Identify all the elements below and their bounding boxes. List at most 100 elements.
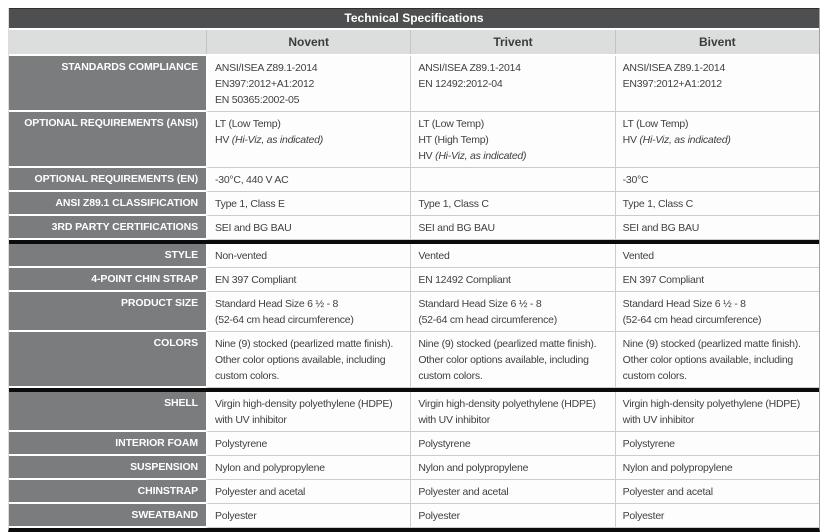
spec-cell-bivent: LT (Low Temp) HV (Hi-Viz, as indicated) — [614, 112, 819, 168]
spec-line: LT (Low Temp) — [418, 118, 484, 130]
spec-cell-novent: SEI and BG BAU — [206, 216, 411, 240]
row-label: OPTIONAL REQUIREMENTS (EN) — [9, 168, 206, 192]
spec-cell-trivent: Polystyrene — [410, 432, 615, 456]
spec-cell-novent: EN 397 Compliant — [206, 268, 411, 292]
spec-line: Standard Head Size 6 ½ - 8 — [622, 298, 746, 310]
spec-cell-bivent: Nylon and polypropylene — [614, 456, 819, 480]
spec-line: Polyester and acetal — [418, 486, 509, 498]
spec-cell-trivent: Nylon and polypropylene — [410, 456, 615, 480]
spec-row: ANSI Z89.1 CLASSIFICATION Type 1, Class E… — [9, 192, 819, 216]
technical-specifications-table: Technical Specifications Novent Trivent … — [8, 8, 820, 532]
spec-cell-novent: Standard Head Size 6 ½ - 8 (52-64 cm head… — [206, 292, 411, 332]
spec-line: HV (Hi-Viz, as indicated) — [418, 150, 527, 162]
spec-line: Nylon and polypropylene — [215, 462, 325, 474]
spec-line: Polyester — [622, 510, 665, 522]
spec-row: 4-POINT CHIN STRAP EN 397 Compliant EN 124… — [9, 268, 819, 292]
spec-line: SEI and BG BAU — [215, 222, 292, 234]
spec-line: Nine (9) stocked (pearlized matte finish… — [215, 338, 393, 382]
spec-line: EN397:2012+A1:2012 — [215, 78, 315, 90]
spec-line: EN 397 Compliant — [622, 274, 704, 286]
spec-cell-novent: Polystyrene — [206, 432, 411, 456]
spec-cell-novent: Polyester — [206, 504, 411, 528]
corner-header-cell — [9, 30, 206, 54]
spec-row: OPTIONAL REQUIREMENTS (EN) -30°C, 440 V A… — [9, 168, 819, 192]
spec-cell-trivent: Nine (9) stocked (pearlized matte finish… — [410, 332, 615, 388]
row-label: COLORS — [9, 332, 206, 388]
spec-row: 3RD PARTY CERTIFICATIONS SEI and BG BAU SE… — [9, 216, 819, 240]
spec-line: (52-64 cm head circumference) — [215, 314, 354, 326]
spec-cell-bivent: EN 397 Compliant — [614, 268, 819, 292]
spec-row: SUSPENSION Nylon and polypropylene Nylon a… — [9, 456, 819, 480]
spec-row: CHINSTRAP Polyester and acetal Polyester a… — [9, 480, 819, 504]
row-label: 3RD PARTY CERTIFICATIONS — [9, 216, 206, 240]
spec-cell-bivent: Standard Head Size 6 ½ - 8 (52-64 cm head… — [614, 292, 819, 332]
row-label: CHINSTRAP — [9, 480, 206, 504]
spec-line: Nine (9) stocked (pearlized matte finish… — [418, 338, 597, 382]
spec-line: Polyester and acetal — [622, 486, 713, 498]
spec-cell-trivent: Vented — [410, 244, 615, 268]
spec-row: SWEATBAND Polyester Polyester Polyester — [9, 504, 819, 528]
spec-line: ANSI/ISEA Z89.1-2014 — [622, 62, 726, 74]
spec-cell-bivent: Polystyrene — [614, 432, 819, 456]
spec-line: Type 1, Class C — [418, 198, 489, 210]
table-title: Technical Specifications — [9, 8, 819, 28]
spec-line: Vented — [622, 250, 654, 262]
spec-cell-bivent: Vented — [614, 244, 819, 268]
table-body: STANDARDS COMPLIANCE ANSI/ISEA Z89.1-2014… — [9, 56, 819, 528]
spec-cell-trivent: Polyester — [410, 504, 615, 528]
spec-line: Type 1, Class E — [215, 198, 285, 210]
spec-line: Nine (9) stocked (pearlized matte finish… — [622, 338, 801, 382]
spec-line: Vented — [418, 250, 450, 262]
spec-cell-bivent: Polyester and acetal — [614, 480, 819, 504]
spec-line: ANSI/ISEA Z89.1-2014 — [418, 62, 521, 74]
spec-line: Virgin high-density polyethylene (HDPE) … — [622, 398, 801, 426]
row-label: SWEATBAND — [9, 504, 206, 528]
spec-line: (52-64 cm head circumference) — [418, 314, 557, 326]
row-label: SUSPENSION — [9, 456, 206, 480]
spec-line: EN 12492 Compliant — [418, 274, 511, 286]
spec-line: HT (High Temp) — [418, 134, 489, 146]
spec-line: (52-64 cm head circumference) — [622, 314, 762, 326]
spec-cell-trivent: Polyester and acetal — [410, 480, 615, 504]
spec-line: LT (Low Temp) — [215, 118, 281, 130]
spec-cell-novent: Non-vented — [206, 244, 411, 268]
row-label: PRODUCT SIZE — [9, 292, 206, 332]
spec-cell-bivent: Nine (9) stocked (pearlized matte finish… — [614, 332, 819, 388]
spec-cell-bivent: Polyester — [614, 504, 819, 528]
spec-cell-bivent: Type 1, Class C — [614, 192, 819, 216]
row-label: ANSI Z89.1 CLASSIFICATION — [9, 192, 206, 216]
spec-cell-novent: Type 1, Class E — [206, 192, 411, 216]
row-label: INTERIOR FOAM — [9, 432, 206, 456]
spec-line: Nylon and polypropylene — [418, 462, 529, 474]
spec-line: Polystyrene — [622, 438, 675, 450]
spec-line: Virgin high-density polyethylene (HDPE) … — [215, 398, 393, 426]
spec-row: SHELL Virgin high-density polyethylene (H… — [9, 388, 819, 432]
spec-line: Polystyrene — [215, 438, 268, 450]
spec-line: LT (Low Temp) — [622, 118, 689, 130]
spec-row: PRODUCT SIZE Standard Head Size 6 ½ - 8 (5… — [9, 292, 819, 332]
spec-line: Standard Head Size 6 ½ - 8 — [418, 298, 542, 310]
spec-cell-bivent: -30°C — [614, 168, 819, 192]
spec-line: Type 1, Class C — [622, 198, 694, 210]
spec-row: OPTIONAL REQUIREMENTS (ANSI) LT (Low Temp… — [9, 112, 819, 168]
spec-cell-trivent: Standard Head Size 6 ½ - 8 (52-64 cm head… — [410, 292, 615, 332]
column-header-trivent: Trivent — [410, 30, 614, 54]
spec-cell-novent: ANSI/ISEA Z89.1-2014 EN397:2012+A1:2012 EN… — [206, 56, 411, 112]
spec-line: -30°C — [622, 174, 649, 186]
spec-cell-novent: Virgin high-density polyethylene (HDPE) … — [206, 392, 411, 432]
row-label: OPTIONAL REQUIREMENTS (ANSI) — [9, 112, 206, 168]
spec-line: HV (Hi-Viz, as indicated) — [622, 134, 731, 146]
row-label: STANDARDS COMPLIANCE — [9, 56, 206, 112]
spec-line: HV (Hi-Viz, as indicated) — [215, 134, 323, 146]
spec-cell-trivent: SEI and BG BAU — [410, 216, 615, 240]
spec-line: Polyester and acetal — [215, 486, 306, 498]
spec-cell-trivent: EN 12492 Compliant — [410, 268, 615, 292]
spec-cell-novent: Nylon and polypropylene — [206, 456, 411, 480]
spec-row: COLORS Nine (9) stocked (pearlized matte … — [9, 332, 819, 388]
spec-line: Standard Head Size 6 ½ - 8 — [215, 298, 339, 310]
spec-cell-novent: LT (Low Temp) HV (Hi-Viz, as indicated) — [206, 112, 411, 168]
spec-cell-trivent — [410, 168, 615, 192]
spec-line: EN 397 Compliant — [215, 274, 297, 286]
spec-cell-trivent: ANSI/ISEA Z89.1-2014 EN 12492:2012-04 — [410, 56, 615, 112]
